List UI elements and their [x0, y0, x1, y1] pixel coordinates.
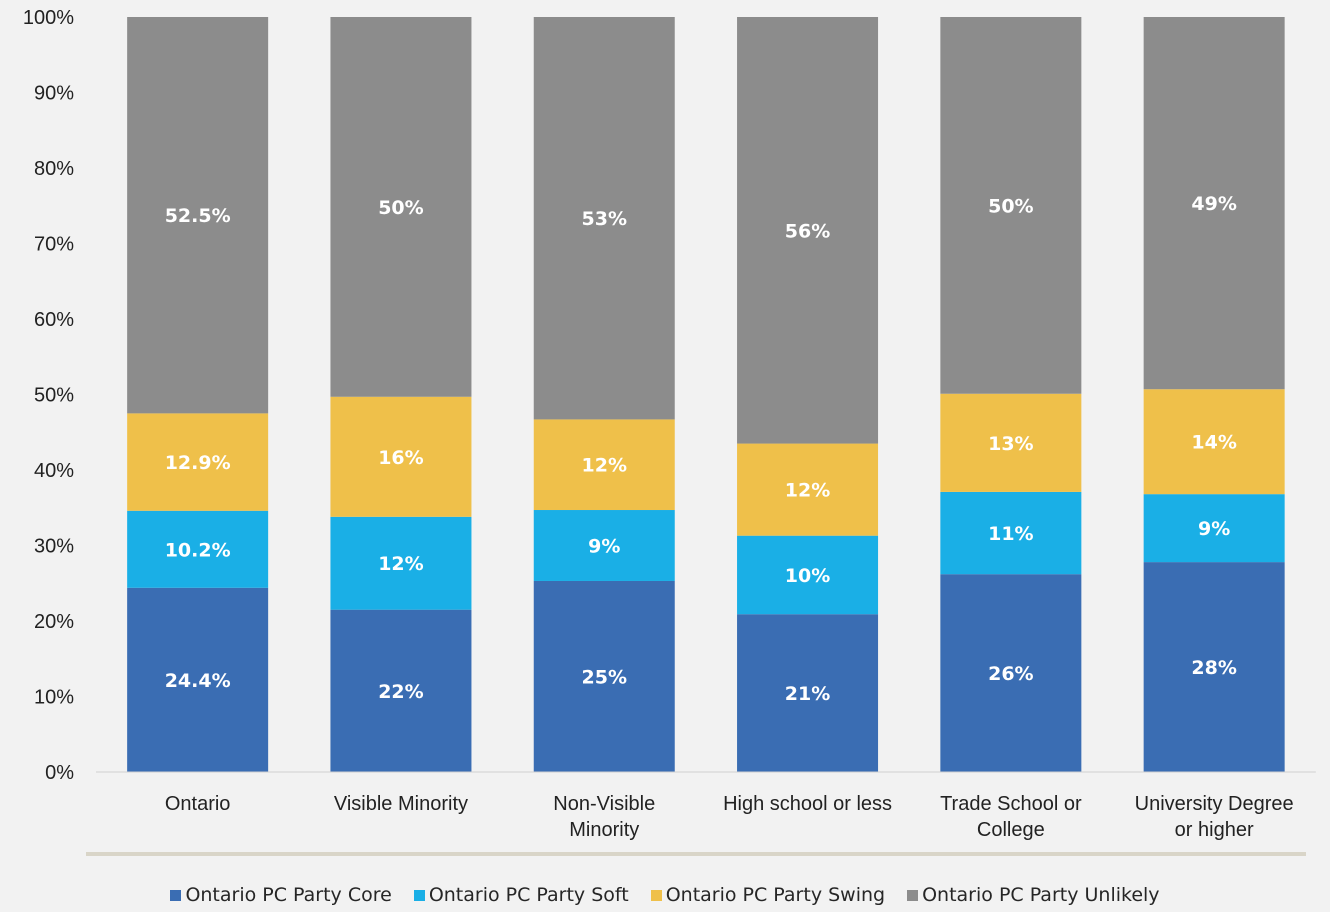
bar-segment: [533, 17, 675, 420]
bar-segment: [940, 393, 1082, 492]
y-tick-label: 100%: [23, 7, 74, 29]
bar-segment: [127, 17, 269, 414]
data-label: 16%: [378, 447, 423, 469]
data-label: 50%: [988, 195, 1033, 217]
bar-segment: [1143, 494, 1285, 563]
y-tick-label: 80%: [34, 158, 74, 180]
bar-segment: [330, 17, 472, 397]
x-tick-label: Trade School or College: [940, 793, 1082, 841]
legend-swatch: [170, 889, 182, 901]
legend: Ontario PC Party Core Ontario PC Party So…: [0, 884, 1330, 906]
data-label: 22%: [378, 681, 423, 703]
legend-item: Ontario PC Party Unlikely: [907, 884, 1160, 906]
bar-segment: [533, 580, 675, 772]
y-tick-label: 50%: [34, 385, 74, 407]
y-tick-label: 20%: [34, 611, 74, 633]
bar-segment: [330, 396, 472, 517]
data-label: 10%: [785, 565, 830, 587]
data-label: 14%: [1191, 432, 1236, 454]
legend-swatch: [413, 889, 425, 901]
data-label: 49%: [1191, 193, 1236, 215]
data-label: 12.9%: [165, 452, 231, 474]
x-tick-label: High school or less: [723, 793, 892, 815]
y-tick-label: 10%: [34, 687, 74, 709]
legend-swatch: [907, 889, 919, 901]
bar-segment: [737, 535, 879, 615]
legend-label: Ontario PC Party Swing: [665, 884, 886, 906]
y-axis: 0% 10% 20% 30% 40% 50% 60% 70% 80% 90% 100%: [23, 7, 74, 784]
bar-segment: [127, 587, 269, 772]
bar-segment: [330, 609, 472, 772]
legend-swatch: [650, 889, 662, 901]
x-axis: Ontario Visible Minority Non-Visible Minori…: [86, 771, 1316, 856]
bar-segment: [330, 516, 472, 610]
bars: 24.4% 10.2% 12.9% 52.5% 22% 12% 16% 50% 25% 9% 12%…: [127, 17, 1285, 772]
y-tick-label: 40%: [34, 460, 74, 482]
y-tick-label: 60%: [34, 309, 74, 331]
data-label: 52.5%: [165, 205, 231, 227]
data-label: 12%: [582, 455, 627, 477]
bar-segment: [737, 614, 879, 772]
bar-segment: [1143, 17, 1285, 390]
x-tick-label: University Degree or higher: [1135, 793, 1294, 841]
bar-segment: [940, 491, 1082, 575]
legend-label: Ontario PC Party Core: [185, 884, 392, 906]
legend-label: Ontario PC Party Unlikely: [922, 884, 1160, 906]
bar-segment: [737, 443, 879, 536]
bar-segment: [533, 419, 675, 511]
data-label: 10.2%: [165, 539, 231, 561]
data-label: 21%: [785, 683, 830, 705]
bar-segment: [940, 574, 1082, 772]
y-tick-label: 90%: [34, 83, 74, 105]
data-label: 50%: [378, 197, 423, 219]
bar-segment: [127, 413, 269, 511]
y-tick-label: 70%: [34, 234, 74, 256]
data-label: 13%: [988, 433, 1033, 455]
data-label: 12%: [785, 480, 830, 502]
data-label: 28%: [1191, 657, 1236, 679]
bar-segment: [737, 17, 879, 444]
bar-segment: [127, 510, 269, 588]
legend-item: Ontario PC Party Core: [170, 884, 392, 906]
bar-segment: [940, 17, 1082, 394]
data-label: 12%: [378, 553, 423, 575]
data-label: 56%: [785, 220, 830, 242]
bar-segment: [533, 510, 675, 581]
data-label: 25%: [582, 666, 627, 688]
legend-item: Ontario PC Party Swing: [650, 884, 886, 906]
bar-segment: [1143, 562, 1285, 772]
data-label: 11%: [988, 523, 1033, 545]
data-label: 9%: [588, 536, 620, 558]
y-tick-label: 0%: [45, 762, 74, 784]
bar-segment: [1143, 389, 1285, 495]
data-label: 26%: [988, 663, 1033, 685]
x-tick-label: Ontario: [165, 793, 231, 815]
data-label: 53%: [582, 208, 627, 230]
data-label: 24.4%: [165, 670, 231, 692]
stacked-bar-chart: 0% 10% 20% 30% 40% 50% 60% 70% 80% 90% 100% 24.4% 1…: [23, 7, 1316, 856]
x-tick-label: Visible Minority: [334, 793, 468, 815]
y-tick-label: 30%: [34, 536, 74, 558]
legend-item: Ontario PC Party Soft: [413, 884, 629, 906]
legend-label: Ontario PC Party Soft: [428, 884, 629, 906]
data-label: 9%: [1198, 518, 1230, 540]
x-tick-label: Non-Visible Minority: [553, 793, 655, 841]
